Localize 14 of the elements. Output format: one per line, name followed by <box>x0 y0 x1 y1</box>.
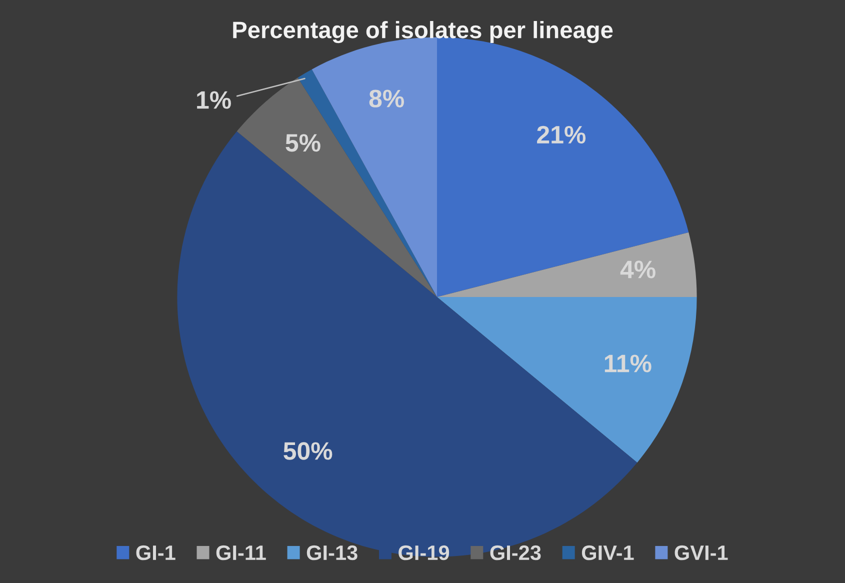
legend-label: GVI-1 <box>674 545 728 560</box>
legend-label: GI-1 <box>136 545 176 560</box>
data-label: 11% <box>604 354 652 372</box>
legend-label: GI-23 <box>490 545 541 560</box>
data-label: 21% <box>537 126 586 144</box>
data-label: 1% <box>197 91 231 109</box>
legend-label: GI-11 <box>216 545 266 560</box>
data-label: 5% <box>286 134 320 152</box>
legend-label: GI-19 <box>398 545 450 560</box>
legend-label: GIV-1 <box>582 545 634 560</box>
data-label: 50% <box>284 442 332 460</box>
legend-label: GI-13 <box>306 545 358 560</box>
data-label: 8% <box>369 90 404 108</box>
chart-title: Percentage of isolates per lineage <box>233 21 613 44</box>
